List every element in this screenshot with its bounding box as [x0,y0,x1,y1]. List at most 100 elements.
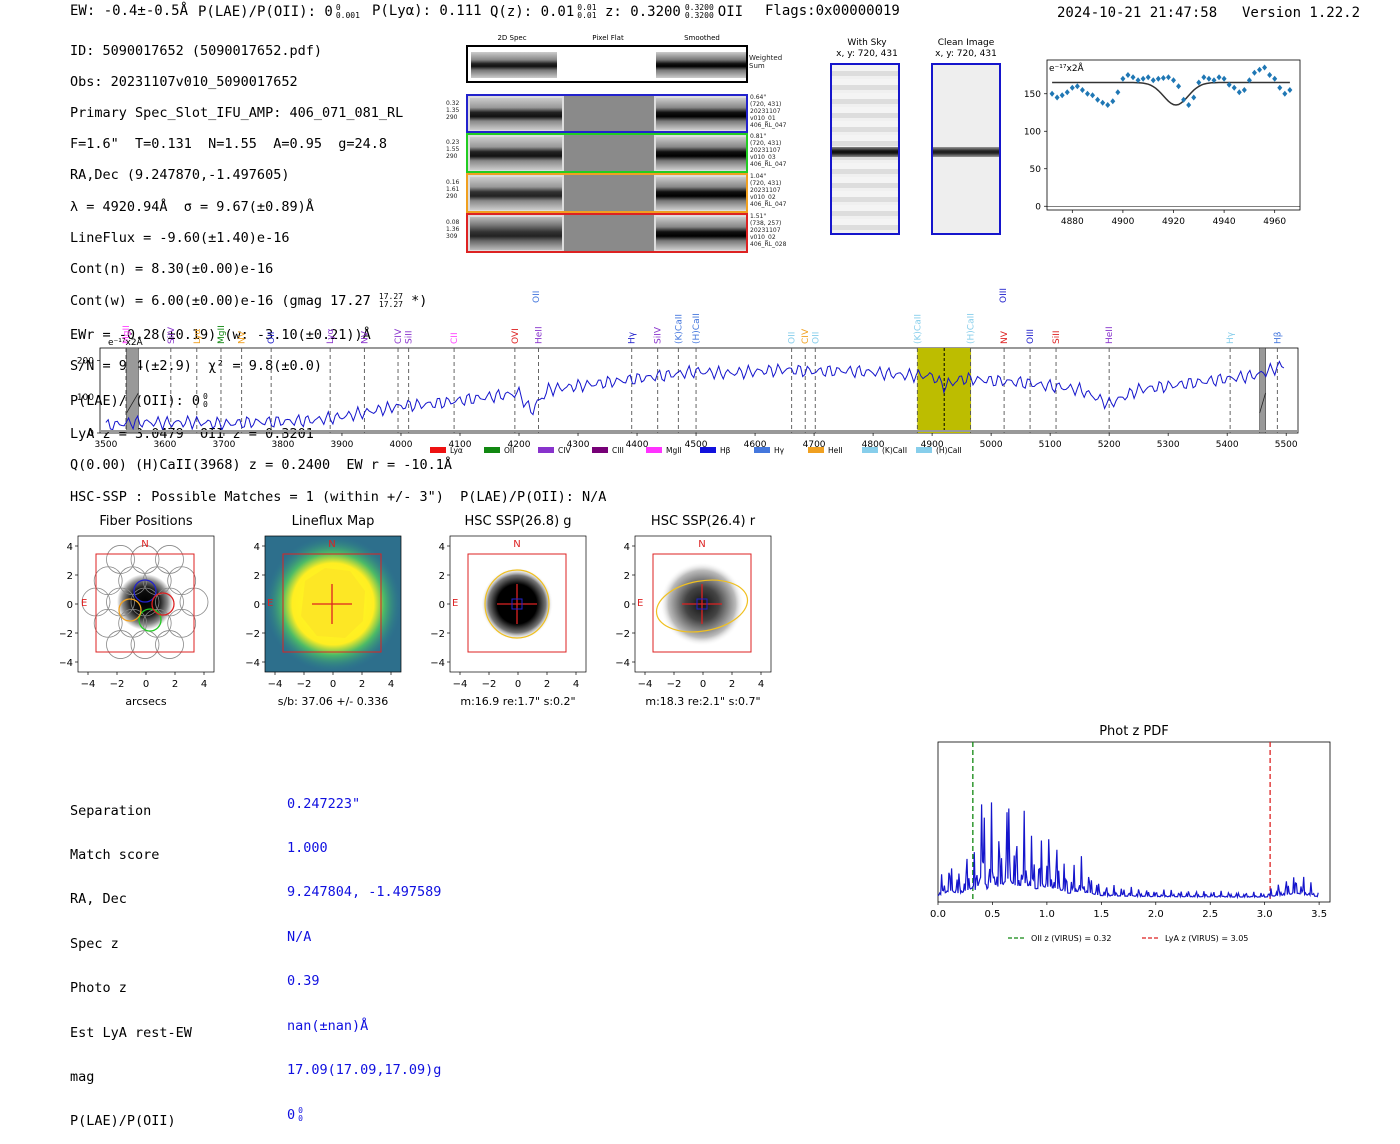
info-block: ID: 5090017652 (5090017652.pdf) Obs: 202… [70,28,452,489]
hsc-ytick-label: −2 [245,629,260,640]
panel3-e-label: E [452,598,458,609]
zoom-point [1140,75,1146,82]
zoom-point [1211,77,1217,84]
spectrum-frame [99,347,1299,434]
zoom-xtick-label: 4880 [1061,217,1084,227]
zoom-point [1241,87,1247,93]
spectrum-xtick-label: 4000 [390,440,413,450]
panel-lineflux-map: N E [264,535,402,673]
panel4-marker [696,598,708,610]
spectrum-line-label: NV [360,330,370,344]
panel1-footprint [95,553,195,653]
panel4-title: HSC SSP(26.4) r [650,514,756,529]
spectrum-xtick-label: 4600 [744,440,767,450]
row2-pixelflat [564,135,654,171]
panel3-caption: m:16.9 re:1.7" s:0.2" [460,695,576,708]
spectrum-line-label: CIV [801,328,811,344]
match-label-score: Match score [70,846,160,863]
match-label-plae: P(LAE)/P(OII) [70,1113,176,1130]
spectrum-line-label: (H)CaII [692,313,702,344]
spectrum-masked-region [126,347,139,434]
zoom-point [1090,92,1096,99]
row1-pixelflat [564,96,654,131]
match-label-specz: Spec z [70,935,119,952]
row4-left: 0.08 1.36 309 [446,219,460,240]
hsc-panels-svg: N E N E N E [60,535,772,690]
photz-xtick-label: 3.5 [1311,909,1327,920]
zoom-xtick-label: 4940 [1213,217,1236,227]
info-obs: Obs: 20231107v010_5090017652 [70,73,298,90]
zoom-point [1176,83,1182,90]
zoom-ytick-label: 100 [1024,127,1041,137]
info-lambda: λ = 4920.94Å σ = 9.67(±0.89)Å [70,198,314,215]
hsc-xtick-label: 4 [201,679,207,690]
spectrum-line-label: NV [238,330,248,344]
hsc-ytick-label: 2 [67,571,73,582]
spectrum-mask-hatch [126,392,139,414]
zoom-point [1054,94,1060,101]
zoom-point [1181,96,1187,103]
with-sky-image [830,63,900,235]
spectrum-line-label: (H)CaII [966,313,976,344]
with-sky-trace [832,147,898,157]
header-z-sup: 0.3200 [684,3,714,12]
spectrum-flux-line [105,360,1285,432]
row2-frame [466,133,748,173]
photz-chart: 0.0 0.5 1.0 1.5 2.0 2.5 3.0 3.5 OII z (VIRUS) =… [930,741,1331,943]
match-label-photoz: Photo z [70,980,127,997]
spectrum-line-label: SiII [405,330,415,344]
zoom-point [1287,87,1293,93]
legend-oii-label: OII z (VIRUS) = 0.32 [1031,934,1111,943]
panel-fiber-positions: N E [77,535,215,673]
hsc-ytick-label: −4 [245,658,260,669]
spectrum-legend-label: Hγ [774,446,785,455]
info-ewr: EWr = -0.28(±0.19) (w: -3.10(±0.21))Å [70,326,371,343]
row3-left: 0.16 1.61 290 [446,179,460,200]
spectrum-line-label: NV [1000,330,1010,344]
row2-right: 0.81" (720, 431) 20231107 v010_03 406_RL… [750,133,787,168]
spectrum-legend-swatch [808,447,824,453]
panel-hsc-g: N E [449,535,587,673]
spectrum-xtick-label: 5300 [1157,440,1180,450]
panel3-ellipse [484,569,550,639]
header-z-label: z: 0.3200 [605,4,681,20]
spectrum-xtick-label: 4700 [803,440,826,450]
panel2-footprint [282,553,382,653]
clean-title-block: Clean Image x, y: 720, 431 [924,38,1008,60]
spectrum-xtick-label: 3800 [271,440,294,450]
zoom-point [1196,79,1202,86]
hsc-ytick-label: 0 [439,600,445,611]
photz-pdf-line [937,802,1319,900]
spectrum-line-label: Hγ [1226,331,1236,344]
hsc-ytick-label: 4 [254,542,260,553]
zoom-point [1262,64,1268,71]
spectrum-legend-swatch [646,447,662,453]
hsc-xtick-label: −4 [81,679,96,690]
info-id: ID: 5090017652 (5090017652.pdf) [70,42,322,59]
panel4-ellipse [655,579,749,633]
row4-frame [466,213,748,253]
spectrum-legend-swatch [538,447,554,453]
hsc-xtick-label: 2 [544,679,550,690]
spectrum-ytick-label: 100 [77,393,94,403]
hsc-header: HSC-SSP : Possible Matches = 1 (within +… [70,489,607,505]
fiber-circle [130,630,160,659]
header-z-sub: 0.3200 [684,11,714,20]
spectrum-legend-label: Lyα [450,446,463,455]
hsc-xtick-label: 0 [143,679,149,690]
col-title-pixelflat: Pixel Flat [592,34,624,42]
zoom-point [1130,74,1136,81]
spectrum-line-label: MgII [217,325,227,344]
photz-xtick-label: 1.5 [1093,909,1109,920]
fiber-red [151,592,175,616]
hsc-ytick-label: 4 [67,542,73,553]
zoom-point [1221,75,1227,82]
zoom-frame [1046,59,1301,211]
header-plae-label: P(LAE)/P(OII): 0 [198,4,333,20]
spectrum-legend-swatch [862,447,878,453]
header-plae: P(LAE)/P(OII): 0 0 0.001 [198,4,360,20]
spectrum-legend-label: Hβ [720,446,731,455]
fiber-circle [106,630,135,659]
info-plae-sub: 0 [203,400,208,410]
weighted-smoothed [656,52,746,78]
